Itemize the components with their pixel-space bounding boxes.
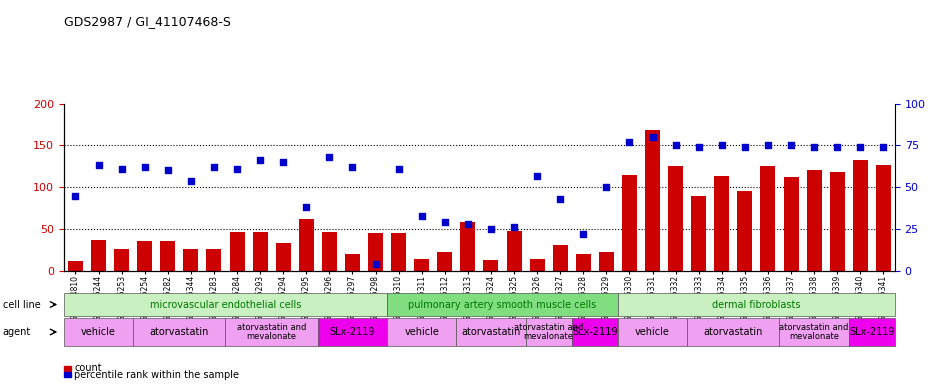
Point [760,142,776,149]
Point [553,196,568,202]
Point [415,212,430,218]
Point [876,144,891,150]
Bar [91,240,106,271]
Point [229,166,244,172]
Text: vehicle: vehicle [635,327,670,337]
Bar [161,242,175,271]
Point [391,166,406,172]
Text: vehicle: vehicle [81,327,116,337]
Point [461,221,476,227]
Bar [461,222,476,271]
Bar [645,131,660,271]
Bar [391,233,406,271]
Point [691,144,706,150]
Point [68,192,83,199]
Bar [714,176,729,271]
Text: pulmonary artery smooth muscle cells: pulmonary artery smooth muscle cells [408,300,597,310]
Point [529,172,544,179]
Bar [784,177,798,271]
Point [622,139,637,145]
Point [737,144,752,150]
Point [714,142,729,149]
Bar [691,195,706,271]
Point [853,144,868,150]
Bar [853,160,868,271]
Bar [68,261,83,271]
Point [160,167,175,174]
Bar [299,219,314,271]
Point [437,219,452,225]
Bar [183,249,198,271]
Point [645,134,660,140]
Text: cell line: cell line [3,300,40,310]
Point [830,144,845,150]
Point [275,159,290,165]
Text: atorvastatin: atorvastatin [462,327,521,337]
Text: atorvastatin and
mevalonate: atorvastatin and mevalonate [237,323,306,341]
Bar [415,259,430,271]
Bar [553,245,568,271]
Bar [760,166,776,271]
Bar [114,249,129,271]
Bar [807,170,822,271]
Text: atorvastatin and
mevalonate: atorvastatin and mevalonate [514,323,584,341]
Bar [207,249,222,271]
Text: agent: agent [3,327,31,337]
Bar [507,232,522,271]
Bar [668,166,683,271]
Point [207,164,222,170]
Bar [437,252,452,271]
Point [807,144,822,150]
Point [183,177,198,184]
Point [668,142,683,149]
Text: SLx-2119: SLx-2119 [849,327,895,337]
Point [483,226,498,232]
Text: atorvastatin: atorvastatin [149,327,209,337]
Point [321,154,337,160]
Bar [830,172,845,271]
Text: percentile rank within the sample: percentile rank within the sample [74,370,240,380]
Point [368,261,384,267]
Text: count: count [74,363,102,373]
Point [507,224,522,230]
Point [784,142,799,149]
Bar [345,254,360,271]
Point [137,164,152,170]
Text: SLx-2119: SLx-2119 [572,327,618,337]
Bar [253,232,268,271]
Bar [275,243,290,271]
Text: GDS2987 / GI_41107468-S: GDS2987 / GI_41107468-S [64,15,231,28]
Text: microvascular endothelial cells: microvascular endothelial cells [149,300,301,310]
Bar [368,233,383,271]
Text: atorvastatin: atorvastatin [704,327,763,337]
Bar [229,232,244,271]
Point [575,231,590,237]
Point [114,166,129,172]
Bar [599,252,614,271]
Point [299,204,314,210]
Bar [876,165,891,271]
Bar [576,254,590,271]
Point [345,164,360,170]
Text: dermal fibroblasts: dermal fibroblasts [713,300,801,310]
Point [253,157,268,164]
Text: SLx-2119: SLx-2119 [330,327,375,337]
Bar [321,232,337,271]
Text: vehicle: vehicle [404,327,439,337]
Bar [529,259,544,271]
Bar [137,242,152,271]
Bar [737,191,752,271]
Bar [622,175,637,271]
Text: atorvastatin and
mevalonate: atorvastatin and mevalonate [779,323,849,341]
Point [91,162,106,169]
Point [599,184,614,190]
Bar [483,260,498,271]
